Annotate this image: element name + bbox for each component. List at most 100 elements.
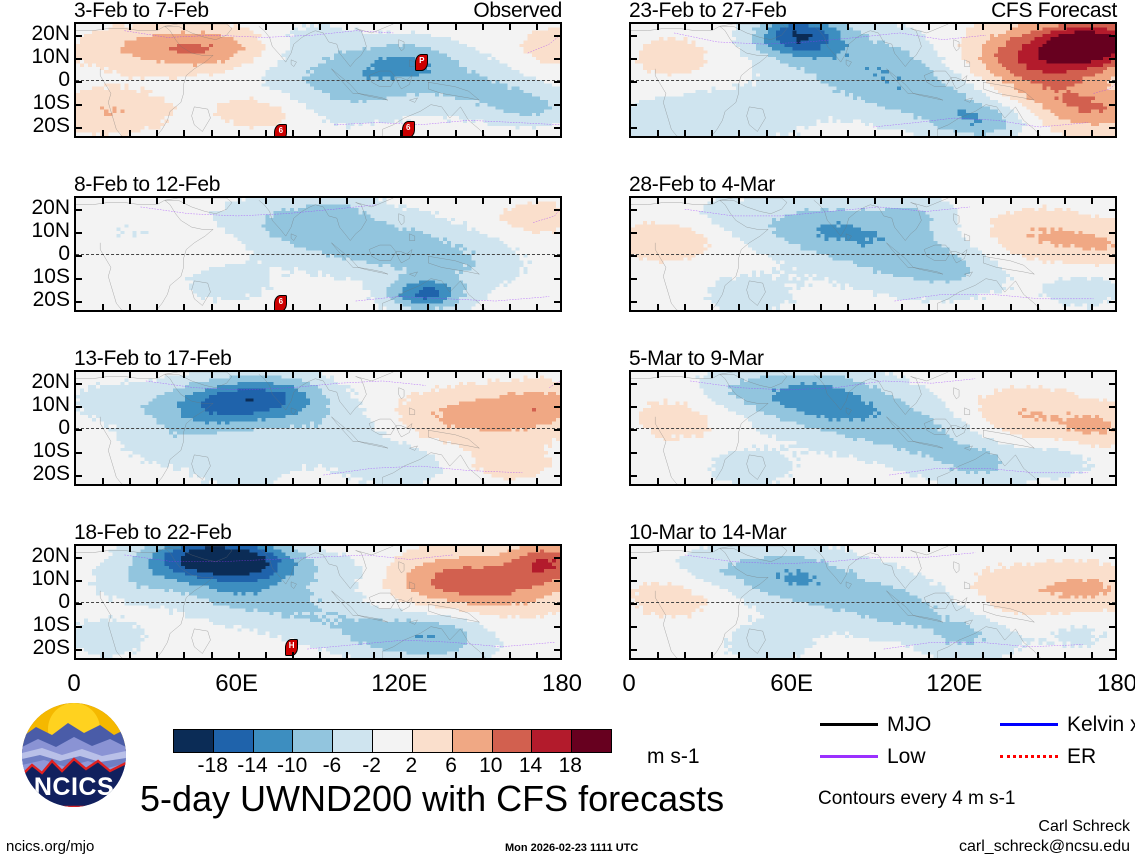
axis-tick	[373, 198, 376, 204]
axis-tick	[1090, 546, 1093, 552]
axis-tick	[156, 478, 159, 484]
legend-label: Low	[887, 746, 926, 767]
axis-tick	[102, 652, 105, 658]
x-tick-label: 0	[589, 670, 669, 698]
tropical-cyclone-marker: 6	[274, 295, 288, 310]
axis-tick	[1063, 372, 1066, 378]
axis-tick	[631, 208, 637, 211]
colorbar-segment-10	[571, 730, 611, 752]
axis-tick	[454, 546, 457, 552]
axis-tick	[982, 24, 985, 30]
axis-tick	[874, 198, 876, 204]
axis-tick	[631, 452, 637, 455]
shaded-anomaly-field	[631, 372, 1115, 484]
panel-title-3-1: 10-Mar to 14-Mar	[629, 521, 787, 545]
axis-tick	[535, 304, 538, 310]
axis-tick	[102, 546, 105, 552]
axis-tick	[1109, 255, 1115, 257]
axis-tick	[210, 546, 213, 552]
axis-tick	[237, 130, 240, 136]
colorbar-tick-7: 10	[471, 754, 511, 778]
axis-tick	[631, 579, 637, 582]
axis-tick	[955, 372, 958, 378]
axis-tick	[928, 304, 931, 310]
axis-tick	[982, 130, 985, 136]
axis-tick	[264, 546, 267, 552]
axis-tick	[554, 382, 560, 385]
axis-tick	[264, 478, 267, 484]
axis-tick	[76, 429, 82, 431]
axis-tick	[427, 546, 430, 552]
axis-tick	[819, 130, 822, 136]
panel-title-3-0: 18-Feb to 22-Feb	[74, 521, 232, 545]
axis-tick	[1063, 304, 1066, 310]
shaded-anomaly-field	[631, 546, 1115, 658]
axis-tick	[1063, 546, 1066, 552]
axis-tick	[684, 24, 687, 30]
axis-tick	[846, 372, 849, 378]
colorbar-tick-3: -6	[312, 754, 352, 778]
axis-tick	[535, 478, 538, 484]
axis-tick	[711, 198, 714, 204]
y-tick-label: 20N	[0, 371, 70, 392]
axis-tick	[901, 546, 904, 552]
axis-tick	[631, 278, 637, 281]
axis-tick	[400, 24, 403, 30]
axis-tick	[955, 130, 958, 136]
axis-tick	[481, 130, 484, 136]
colorbar-segment-2	[252, 730, 293, 752]
axis-tick	[346, 198, 349, 204]
legend-line-swatch	[1000, 723, 1058, 726]
axis-tick	[183, 372, 186, 378]
axis-tick	[765, 652, 768, 658]
axis-tick	[684, 130, 687, 136]
axis-tick	[76, 81, 82, 83]
axis-tick	[846, 478, 849, 484]
axis-tick	[237, 546, 240, 552]
colorbar-unit-label: m s-1	[647, 745, 700, 769]
axis-tick	[738, 198, 741, 204]
axis-tick	[738, 372, 741, 378]
axis-tick	[427, 372, 430, 378]
axis-tick	[1109, 81, 1115, 83]
axis-tick	[210, 372, 213, 378]
axis-tick	[291, 652, 294, 658]
axis-tick	[454, 304, 457, 310]
panel-title-1-1: 28-Feb to 4-Mar	[629, 173, 775, 197]
equator-line	[76, 602, 560, 603]
map-panel-3-0: H	[74, 544, 562, 660]
axis-tick	[237, 304, 240, 310]
axis-tick	[156, 304, 159, 310]
axis-tick	[76, 603, 82, 605]
site-url: ncics.org/mjo	[6, 838, 94, 855]
axis-tick	[1109, 603, 1115, 605]
axis-tick	[684, 304, 687, 310]
axis-tick	[631, 57, 637, 60]
y-tick-label: 10S	[0, 614, 70, 635]
axis-tick	[129, 198, 132, 204]
map-panel-0-1	[629, 22, 1117, 138]
axis-tick	[738, 546, 741, 552]
axis-tick	[400, 546, 403, 552]
axis-tick	[1109, 231, 1115, 234]
axis-tick	[508, 372, 511, 378]
axis-tick	[400, 198, 403, 204]
x-tick-label: 180	[522, 670, 602, 698]
axis-tick	[183, 478, 186, 484]
axis-tick	[1009, 198, 1012, 204]
axis-tick	[554, 278, 560, 281]
axis-tick	[264, 198, 267, 204]
axis-tick	[928, 130, 931, 136]
axis-tick	[76, 278, 82, 281]
axis-tick	[1036, 198, 1039, 204]
y-tick-label: 20S	[0, 115, 70, 136]
axis-tick	[400, 478, 403, 484]
axis-tick	[102, 478, 105, 484]
axis-tick	[792, 546, 795, 552]
axis-tick	[631, 429, 637, 431]
axis-tick	[982, 198, 985, 204]
axis-tick	[1063, 130, 1066, 136]
axis-tick	[481, 372, 484, 378]
axis-tick	[874, 304, 876, 310]
axis-tick	[631, 556, 637, 559]
